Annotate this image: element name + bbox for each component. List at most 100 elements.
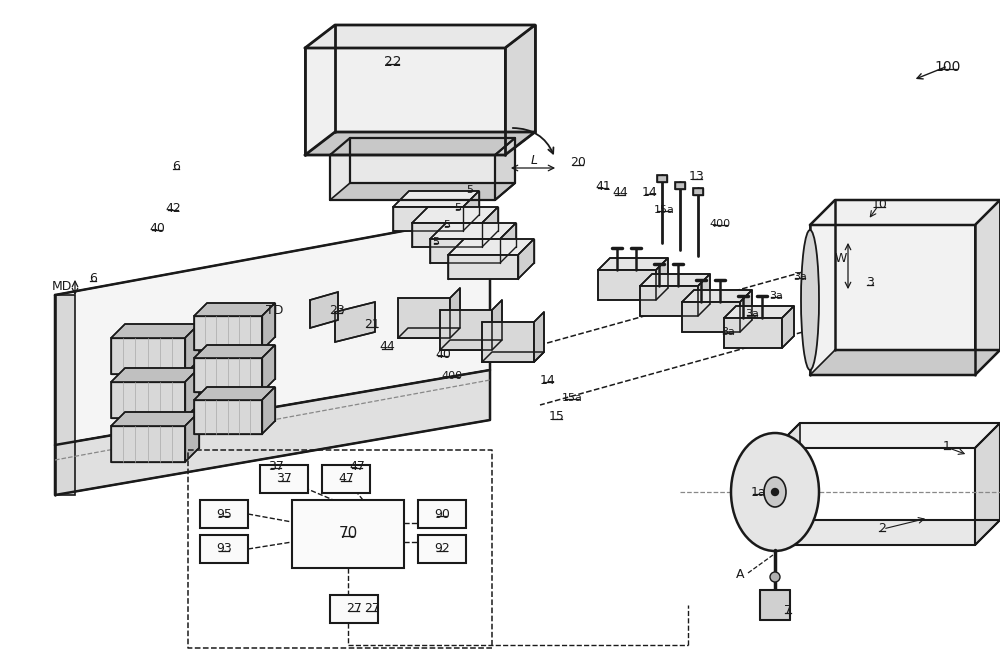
- Text: 95: 95: [216, 507, 232, 520]
- Polygon shape: [598, 258, 668, 270]
- Text: 6: 6: [89, 272, 97, 286]
- FancyBboxPatch shape: [292, 500, 404, 568]
- Text: 400: 400: [709, 219, 731, 229]
- Text: 3a: 3a: [793, 272, 807, 282]
- Text: 40: 40: [435, 347, 451, 361]
- Text: 92: 92: [434, 542, 450, 555]
- Polygon shape: [500, 223, 516, 263]
- Polygon shape: [194, 303, 275, 316]
- FancyBboxPatch shape: [200, 500, 248, 528]
- Text: 41: 41: [595, 180, 611, 193]
- Polygon shape: [194, 400, 262, 434]
- FancyBboxPatch shape: [322, 465, 370, 493]
- Text: 42: 42: [165, 201, 181, 215]
- Text: W: W: [835, 251, 847, 265]
- Text: 5: 5: [444, 220, 450, 230]
- Text: 23: 23: [329, 305, 345, 318]
- Text: 100: 100: [935, 60, 961, 74]
- Text: 15a: 15a: [562, 393, 582, 403]
- Polygon shape: [975, 423, 1000, 545]
- Text: 37: 37: [276, 472, 292, 486]
- Text: 27: 27: [364, 603, 380, 615]
- Polygon shape: [412, 223, 482, 247]
- Polygon shape: [305, 25, 535, 48]
- Polygon shape: [430, 239, 500, 263]
- Text: 22: 22: [384, 55, 402, 69]
- Polygon shape: [810, 350, 1000, 375]
- Polygon shape: [111, 382, 185, 418]
- Polygon shape: [782, 306, 794, 348]
- Text: 3a: 3a: [769, 291, 783, 301]
- Polygon shape: [310, 292, 338, 328]
- Polygon shape: [398, 298, 450, 338]
- Text: MD: MD: [52, 280, 72, 293]
- Polygon shape: [775, 423, 800, 545]
- FancyBboxPatch shape: [200, 535, 248, 563]
- Circle shape: [770, 572, 780, 582]
- Polygon shape: [640, 286, 698, 316]
- Text: 3a: 3a: [745, 309, 759, 319]
- Text: 44: 44: [612, 186, 628, 199]
- Text: 1: 1: [943, 440, 951, 453]
- Ellipse shape: [731, 433, 819, 551]
- Polygon shape: [393, 207, 463, 231]
- Text: 14: 14: [540, 374, 556, 386]
- Polygon shape: [448, 255, 518, 279]
- Polygon shape: [775, 423, 1000, 448]
- Polygon shape: [448, 239, 534, 255]
- Polygon shape: [262, 387, 275, 434]
- Polygon shape: [430, 223, 516, 239]
- Polygon shape: [393, 191, 479, 207]
- Polygon shape: [262, 345, 275, 392]
- Text: 37: 37: [268, 459, 284, 472]
- Polygon shape: [111, 368, 199, 382]
- Polygon shape: [975, 200, 1000, 375]
- Polygon shape: [740, 290, 752, 332]
- FancyBboxPatch shape: [418, 500, 466, 528]
- Polygon shape: [598, 270, 656, 300]
- Polygon shape: [657, 175, 667, 182]
- Polygon shape: [505, 25, 535, 155]
- Text: 3: 3: [866, 276, 874, 290]
- Text: 7: 7: [784, 605, 792, 617]
- Text: 1a: 1a: [750, 486, 766, 499]
- Text: 70: 70: [338, 526, 358, 542]
- Ellipse shape: [801, 230, 819, 370]
- Polygon shape: [724, 306, 794, 318]
- Polygon shape: [810, 200, 1000, 225]
- Polygon shape: [810, 225, 975, 375]
- Text: 27: 27: [346, 603, 362, 615]
- Polygon shape: [194, 387, 275, 400]
- Polygon shape: [111, 338, 185, 374]
- Polygon shape: [450, 288, 460, 338]
- Text: 10: 10: [872, 199, 888, 211]
- Text: 21: 21: [364, 318, 380, 332]
- Text: 2: 2: [878, 522, 886, 536]
- Text: 13: 13: [689, 170, 705, 184]
- Polygon shape: [682, 290, 752, 302]
- FancyBboxPatch shape: [260, 465, 308, 493]
- Polygon shape: [55, 295, 75, 495]
- Polygon shape: [111, 412, 199, 426]
- Text: 5: 5: [454, 203, 462, 213]
- Text: 6: 6: [172, 161, 180, 174]
- Polygon shape: [194, 345, 275, 358]
- Polygon shape: [495, 138, 515, 200]
- Text: 93: 93: [216, 542, 232, 555]
- Polygon shape: [656, 258, 668, 300]
- Polygon shape: [534, 312, 544, 362]
- Polygon shape: [440, 310, 492, 350]
- Polygon shape: [185, 368, 199, 418]
- Polygon shape: [682, 302, 740, 332]
- Polygon shape: [111, 426, 185, 462]
- Text: 90: 90: [434, 507, 450, 520]
- Text: 47: 47: [338, 472, 354, 486]
- Text: 47: 47: [349, 459, 365, 472]
- Polygon shape: [482, 322, 534, 362]
- Polygon shape: [440, 340, 502, 350]
- Text: 400: 400: [441, 371, 463, 381]
- Polygon shape: [398, 328, 460, 338]
- Polygon shape: [194, 358, 262, 392]
- Text: 3a: 3a: [721, 327, 735, 337]
- Circle shape: [772, 488, 778, 495]
